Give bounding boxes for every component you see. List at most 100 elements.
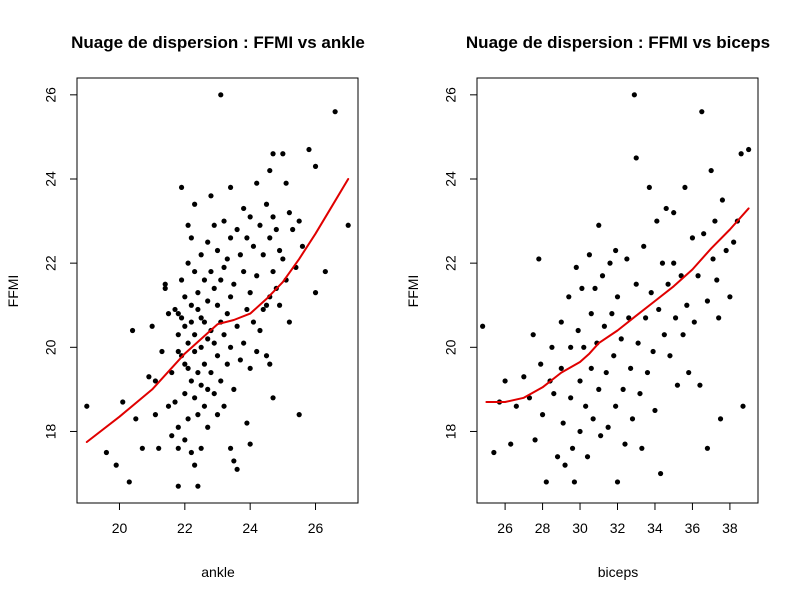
data-point: [704, 298, 711, 304]
data-point: [639, 445, 645, 451]
data-point: [562, 462, 568, 468]
data-point: [710, 256, 716, 262]
data-point: [178, 184, 185, 191]
data-point: [175, 424, 181, 430]
data-point: [622, 441, 628, 447]
data-point: [701, 231, 707, 237]
x-tick-label: 26: [497, 520, 513, 536]
y-axis-label: FFMI: [5, 275, 21, 308]
data-point: [684, 302, 690, 308]
data-point: [283, 180, 289, 186]
data-point: [192, 268, 198, 275]
data-point: [221, 264, 227, 270]
data-point: [543, 479, 549, 485]
data-point: [588, 311, 594, 317]
data-point: [254, 348, 260, 355]
data-point: [244, 235, 250, 241]
data-point: [273, 226, 279, 233]
data-point: [659, 260, 666, 266]
data-point: [270, 151, 276, 157]
data-point: [234, 323, 240, 329]
data-point: [521, 374, 527, 380]
data-point: [221, 403, 227, 409]
data-point: [247, 214, 253, 220]
x-axis: 20 22 24 26: [112, 502, 324, 536]
data-point: [126, 479, 132, 485]
data-point: [188, 378, 194, 384]
data-point: [218, 92, 224, 98]
data-point: [172, 306, 178, 313]
data-point: [178, 315, 185, 321]
data-point: [637, 390, 643, 397]
data-point: [665, 281, 671, 287]
data-point: [652, 407, 658, 414]
data-point: [549, 344, 555, 350]
data-point: [508, 441, 514, 447]
data-point: [195, 412, 201, 418]
data-point: [267, 235, 273, 241]
data-point: [276, 302, 283, 308]
data-point: [192, 395, 198, 401]
data-point: [614, 294, 621, 300]
data-point: [192, 348, 198, 355]
data-point: [296, 412, 302, 418]
data-point: [182, 390, 188, 397]
data-point: [195, 290, 201, 296]
data-point: [247, 365, 253, 371]
data-point: [575, 327, 581, 334]
data-point: [717, 416, 724, 422]
data-point: [280, 151, 286, 157]
data-point: [686, 369, 692, 376]
data-point: [211, 390, 217, 397]
x-axis: 26 28 30 32 34 36 38: [497, 502, 738, 536]
data-point: [299, 243, 306, 249]
data-point: [635, 340, 641, 346]
data-point: [214, 353, 221, 359]
data-point: [234, 466, 240, 472]
data-point: [185, 340, 191, 346]
data-point: [332, 109, 338, 115]
data-point: [214, 302, 221, 308]
data-point: [152, 378, 159, 384]
data-point: [198, 382, 204, 388]
data-point: [227, 294, 234, 300]
data-point: [286, 319, 292, 325]
data-point: [244, 306, 250, 313]
data-point: [214, 247, 221, 254]
x-tick-label: 30: [572, 520, 588, 536]
data-point: [263, 302, 270, 308]
data-point: [592, 285, 598, 291]
data-point: [312, 290, 319, 296]
data-point: [192, 201, 198, 207]
data-point: [205, 424, 211, 430]
data-point: [682, 184, 688, 191]
data-point: [607, 260, 613, 266]
data-point: [178, 277, 185, 283]
data-point: [205, 336, 211, 342]
data-point: [583, 403, 589, 409]
data-point: [241, 340, 247, 346]
data-point: [723, 247, 729, 254]
data-point: [695, 273, 701, 279]
x-tick-label: 24: [242, 520, 258, 536]
data-point: [149, 323, 155, 329]
y-tick-label: 20: [443, 339, 459, 355]
data-point: [667, 353, 673, 359]
data-point: [260, 252, 266, 258]
data-point: [586, 252, 593, 258]
data-point: [129, 327, 136, 334]
x-tick-label: 22: [177, 520, 193, 536]
data-point: [491, 449, 497, 456]
data-point: [195, 483, 201, 489]
data-point: [740, 403, 746, 409]
y-tick-label: 26: [443, 87, 459, 103]
data-point: [211, 222, 217, 228]
data-point: [689, 235, 696, 241]
y-tick-label: 18: [443, 423, 459, 439]
data-point: [613, 247, 619, 254]
data-point: [201, 403, 208, 409]
data-point: [613, 403, 619, 409]
data-point: [727, 294, 733, 300]
data-point: [650, 348, 656, 355]
data-point: [139, 445, 145, 451]
